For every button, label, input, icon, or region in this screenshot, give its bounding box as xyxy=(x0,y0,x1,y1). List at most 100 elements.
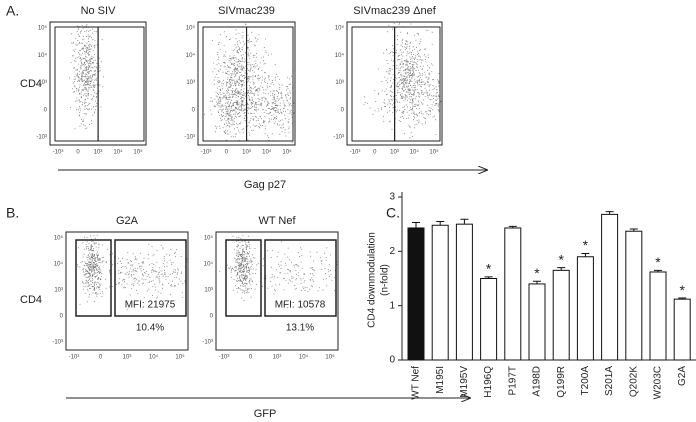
event-dot xyxy=(243,117,245,119)
event-dot xyxy=(227,73,229,75)
event-dot xyxy=(85,128,87,130)
event-dot xyxy=(287,86,288,88)
event-dot xyxy=(253,101,255,103)
event-dot xyxy=(217,44,219,45)
event-dot xyxy=(427,95,429,97)
event-dot xyxy=(170,285,172,286)
event-dot xyxy=(279,102,281,104)
event-dot xyxy=(255,89,257,90)
event-dot xyxy=(240,97,242,99)
event-dot xyxy=(241,244,243,246)
event-dot xyxy=(400,31,402,33)
event-dot xyxy=(236,71,238,73)
event-dot xyxy=(81,39,83,41)
event-dot xyxy=(410,58,411,60)
event-dot xyxy=(90,246,92,248)
x-tick-label: -10³ xyxy=(53,150,64,156)
event-dot xyxy=(232,64,234,66)
event-dot xyxy=(87,264,88,266)
event-dot xyxy=(88,261,90,263)
event-dot xyxy=(246,246,248,248)
event-dot xyxy=(243,269,245,271)
event-dot xyxy=(228,113,230,115)
event-dot xyxy=(86,237,88,239)
event-dot xyxy=(230,124,232,126)
event-dot xyxy=(438,85,440,87)
event-dot xyxy=(374,90,376,92)
event-dot xyxy=(89,259,91,261)
x-tick-label: 0 xyxy=(99,355,103,361)
event-dot xyxy=(94,258,96,259)
event-dot xyxy=(87,95,89,97)
event-dot xyxy=(92,76,94,78)
event-dot xyxy=(231,80,233,82)
bar xyxy=(504,227,522,361)
event-dot xyxy=(172,261,174,263)
event-dot xyxy=(93,269,95,271)
event-dot xyxy=(85,244,87,245)
event-dot xyxy=(411,103,413,105)
event-dot xyxy=(97,264,99,266)
event-dot xyxy=(276,123,278,125)
event-dot xyxy=(383,102,385,103)
event-dot xyxy=(152,263,154,265)
event-dot xyxy=(416,89,418,90)
event-dot xyxy=(413,86,415,88)
event-dot xyxy=(229,61,231,63)
event-dot xyxy=(239,254,241,256)
event-dot xyxy=(83,88,85,90)
event-dot xyxy=(238,112,240,114)
event-dot xyxy=(405,64,407,66)
event-dot xyxy=(240,60,242,62)
event-dot xyxy=(239,109,241,111)
event-dot xyxy=(225,35,227,37)
event-dot xyxy=(238,252,240,254)
event-dot xyxy=(88,65,90,67)
event-dot xyxy=(240,55,242,57)
x-tick-label: -10³ xyxy=(69,355,80,361)
event-dot xyxy=(258,79,260,81)
event-dot xyxy=(156,271,158,273)
event-dot xyxy=(254,106,256,108)
event-dot xyxy=(133,277,135,279)
event-dot xyxy=(226,92,228,94)
event-dot xyxy=(134,258,136,260)
event-dot xyxy=(88,249,90,251)
event-dot xyxy=(84,85,86,87)
event-dot xyxy=(417,91,419,93)
event-dot xyxy=(93,261,95,263)
event-dot xyxy=(94,266,96,268)
event-dot xyxy=(89,81,91,83)
event-dot xyxy=(267,83,268,84)
event-dot xyxy=(397,101,398,103)
gate xyxy=(75,239,112,317)
event-dot xyxy=(268,93,270,95)
event-dot xyxy=(163,266,165,268)
event-dot xyxy=(324,273,326,275)
event-dot xyxy=(273,90,275,92)
event-dot xyxy=(390,99,392,101)
event-dot xyxy=(86,246,88,248)
event-dot xyxy=(419,43,421,45)
event-dot xyxy=(92,241,94,243)
event-dot xyxy=(84,101,86,103)
event-dot xyxy=(233,248,235,250)
event-dot xyxy=(80,109,82,111)
event-dot xyxy=(86,42,88,44)
event-dot xyxy=(248,61,250,63)
event-dot xyxy=(83,282,85,284)
event-dot xyxy=(88,67,89,69)
event-dot xyxy=(230,64,232,65)
event-dot xyxy=(124,281,126,283)
event-dot xyxy=(218,81,219,83)
event-dot xyxy=(244,276,246,278)
event-dot xyxy=(154,283,156,285)
event-dot xyxy=(320,260,322,262)
event-dot xyxy=(283,278,284,280)
event-dot xyxy=(243,109,245,111)
bar xyxy=(431,224,449,361)
event-dot xyxy=(427,104,429,106)
event-dot xyxy=(404,94,406,96)
event-dot xyxy=(411,73,413,75)
event-dot xyxy=(80,60,82,62)
